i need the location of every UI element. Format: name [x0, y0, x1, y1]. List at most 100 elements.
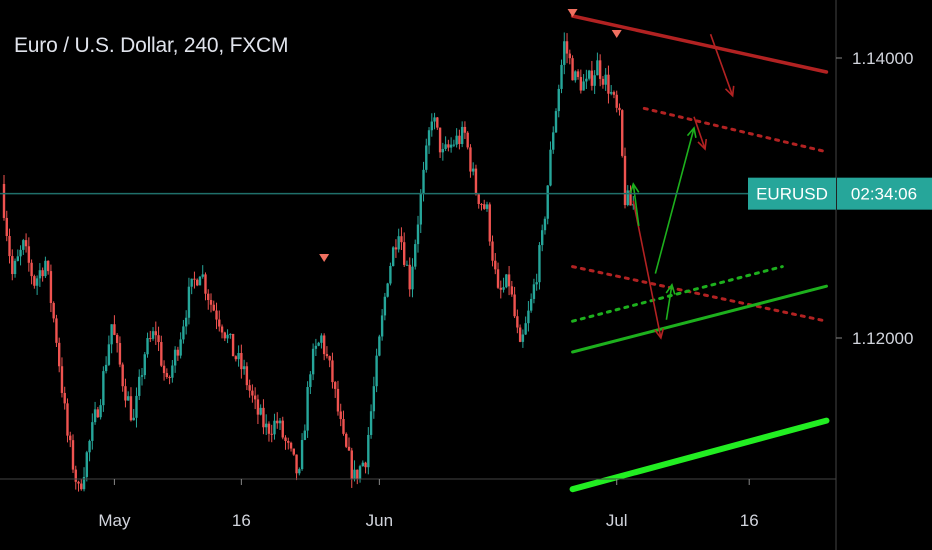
candle-body [568, 53, 571, 59]
candle-body [245, 366, 249, 386]
candle-body [38, 270, 42, 279]
candle-body [69, 435, 72, 441]
candle-body [400, 236, 403, 243]
candle-body [403, 242, 406, 265]
candle-body [320, 335, 323, 343]
candle-body [157, 335, 160, 343]
candle-body [507, 274, 511, 287]
candle-body [135, 395, 138, 418]
candle-body [469, 147, 472, 172]
support-line[interactable] [571, 284, 828, 354]
candle-body [391, 247, 395, 267]
candle-body [502, 287, 505, 290]
candle-body [187, 286, 191, 318]
candle-body [55, 318, 58, 343]
candle-body [543, 218, 547, 231]
candle-body [339, 411, 342, 420]
candle-body [276, 420, 279, 424]
candle-body [220, 326, 224, 333]
candle-body [196, 279, 199, 286]
green-arrow-bounce-small[interactable] [629, 182, 640, 227]
candle-body [223, 332, 226, 339]
candle-body [248, 385, 251, 391]
red-arrow-resistance[interactable] [709, 33, 735, 98]
candle-body [295, 454, 298, 474]
support-line-bright[interactable] [569, 417, 830, 493]
price-axis[interactable]: 1.14000 1.12000 [836, 49, 913, 348]
dotted-red-upper[interactable] [642, 106, 828, 154]
candle-body [129, 396, 133, 421]
candle-body [317, 342, 320, 346]
candle-body [485, 204, 489, 209]
candle-body [289, 442, 293, 449]
countdown-badge-box [837, 177, 932, 210]
candle-body [209, 300, 213, 305]
candle-body [58, 342, 61, 367]
candle-body [369, 411, 373, 435]
time-axis[interactable]: May 16 Jun Jul 16 [98, 479, 759, 530]
candle-body [44, 260, 47, 277]
candle-body [367, 434, 370, 468]
candle-body [601, 78, 605, 85]
arrow-head [724, 85, 735, 98]
candle-body [449, 144, 453, 148]
candle-body [552, 132, 555, 150]
candle-body [127, 396, 130, 401]
candle-body [325, 354, 329, 357]
candle-body [292, 448, 295, 455]
candle-body [231, 333, 235, 357]
candle-body [386, 283, 389, 297]
green-arrow-up-main[interactable] [654, 126, 697, 274]
price-tick-label: 1.14000 [852, 49, 913, 68]
green-arrow-up-small[interactable] [665, 282, 676, 320]
candle-body [621, 110, 624, 156]
candle-body [416, 224, 420, 245]
price-badges: EURUSD 02:34:06 [748, 177, 932, 210]
candle-body [82, 476, 86, 490]
candle-body [242, 366, 246, 370]
candle-body [207, 293, 210, 301]
candle-body [218, 319, 221, 327]
symbol-badge: EURUSD [748, 177, 836, 210]
candle-body [143, 354, 146, 376]
candle-body [306, 387, 309, 431]
candle-body [397, 236, 400, 250]
candle-body [554, 111, 558, 133]
candle-body [107, 344, 111, 365]
candle-body [629, 190, 632, 206]
candle-body [154, 331, 157, 336]
red-arrow-upper-dotted[interactable] [693, 116, 708, 151]
candle-body [226, 334, 229, 339]
candle-body [11, 256, 14, 275]
candle-body [93, 409, 97, 423]
candle-body [314, 345, 318, 349]
candle-body [52, 302, 55, 319]
candle-body [234, 356, 238, 360]
candle-body [165, 373, 169, 378]
candle-body [331, 360, 334, 383]
candle-body [138, 376, 141, 396]
candle-body [8, 235, 11, 257]
candle-body [173, 349, 177, 366]
candle-body [612, 92, 616, 95]
candle-body [587, 70, 591, 79]
candle-body [356, 469, 359, 480]
candle-body [513, 294, 516, 317]
candle-body [151, 331, 155, 339]
candle-body [345, 433, 348, 447]
candle-body [505, 274, 508, 288]
dotted-green[interactable] [571, 265, 784, 323]
candle-body [516, 316, 519, 328]
candle-body [579, 77, 583, 91]
candle-body [237, 353, 240, 360]
arrow-head [629, 182, 640, 194]
candle-body [571, 58, 574, 81]
candle-body [113, 324, 116, 335]
dotted-red-lower[interactable] [571, 265, 828, 323]
candle-body [372, 386, 376, 412]
resistance-line[interactable] [570, 14, 829, 74]
arrow-shaft [665, 284, 673, 320]
candle-body [160, 342, 163, 366]
